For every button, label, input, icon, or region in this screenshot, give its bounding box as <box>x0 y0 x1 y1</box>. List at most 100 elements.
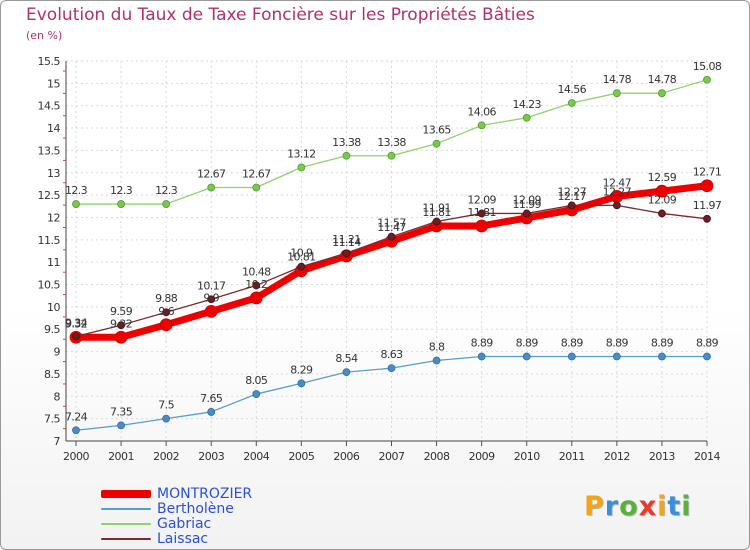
data-label: 13.12 <box>287 147 316 160</box>
data-point <box>297 262 306 271</box>
data-point <box>114 330 128 344</box>
data-label: 14.78 <box>648 73 677 86</box>
y-tick-label: 8.5 <box>44 368 60 381</box>
legend-swatch <box>101 508 151 510</box>
data-point <box>117 321 125 330</box>
logo-letter: t <box>667 491 682 522</box>
data-point <box>207 183 216 192</box>
y-tick-label: 14.5 <box>38 100 61 113</box>
data-label: 12.27 <box>558 185 587 198</box>
data-point <box>207 295 216 304</box>
data-label: 10.17 <box>197 279 226 292</box>
x-tick-label: 2010 <box>514 450 540 463</box>
y-tick-label: 12.5 <box>38 189 61 202</box>
data-label: 12.27 <box>603 185 632 198</box>
data-label: 12.3 <box>110 184 133 197</box>
data-point <box>703 75 711 84</box>
data-label: 10.9 <box>290 247 313 260</box>
logo-letter: o <box>619 491 639 522</box>
data-point <box>522 113 531 122</box>
data-point <box>655 184 669 198</box>
grid <box>66 60 708 442</box>
y-tick-label: 10 <box>47 301 60 314</box>
chart-title: Evolution du Taux de Taxe Foncière sur l… <box>26 5 535 25</box>
data-label: 10.2 <box>245 278 267 291</box>
data-label: 8.89 <box>561 337 584 350</box>
data-point <box>477 209 486 218</box>
data-point <box>703 352 711 361</box>
data-point <box>252 183 261 192</box>
data-point <box>297 379 306 388</box>
data-point <box>658 209 666 218</box>
data-point <box>432 356 441 365</box>
data-point <box>342 249 351 258</box>
data-label: 8.54 <box>335 352 358 365</box>
data-point <box>342 368 351 377</box>
data-labels-laissac: 9.34 9.59 9.88 10.17 10.48 10.9 11.21 11.57 11.9… <box>65 185 722 329</box>
data-point <box>432 139 441 148</box>
data-label: 10.48 <box>242 265 271 278</box>
data-label: 14.56 <box>558 83 587 96</box>
data-point <box>252 281 261 290</box>
data-label: 7.5 <box>158 399 174 412</box>
y-tick-label: 14 <box>47 122 60 135</box>
data-point <box>475 219 489 233</box>
data-label: 11.99 <box>512 198 541 211</box>
data-point <box>249 291 263 305</box>
data-label: 12.09 <box>648 193 677 206</box>
data-label: 9.6 <box>158 305 174 318</box>
data-label: 9.32 <box>65 317 87 330</box>
x-tick-label: 2008 <box>424 450 450 463</box>
data-label: 13.38 <box>332 136 361 149</box>
data-label: 11.81 <box>422 206 451 219</box>
data-label: 12.71 <box>693 166 722 179</box>
data-label: 11.81 <box>467 206 496 219</box>
data-label: 8.63 <box>380 348 403 361</box>
data-point <box>612 201 621 210</box>
data-point <box>477 121 486 130</box>
data-label: 7.24 <box>65 410 88 423</box>
data-point <box>117 200 125 208</box>
data-label: 12.3 <box>65 184 88 197</box>
y-tick-label: 7 <box>54 435 61 448</box>
data-label: 8.89 <box>606 337 629 350</box>
x-tick-label: 2013 <box>649 450 675 463</box>
data-label: 9.88 <box>155 292 178 305</box>
legend-swatch <box>101 523 151 525</box>
y-tick-label: 11.5 <box>38 234 61 247</box>
data-label: 8.89 <box>696 337 719 350</box>
chart-subtitle: (en %) <box>26 29 63 42</box>
data-label: 15.08 <box>693 60 722 73</box>
logo-letter: r <box>604 491 620 522</box>
legend-label: Laissac <box>157 531 209 547</box>
data-point <box>522 209 531 218</box>
data-labels-bertholne: 7.24 7.35 7.5 7.65 8.05 8.29 8.54 8.63 8.8 8.89 8.… <box>65 337 719 424</box>
data-point <box>567 201 576 210</box>
data-label: 9.59 <box>110 305 133 318</box>
data-point <box>159 318 173 332</box>
data-label: 14.23 <box>512 98 541 111</box>
data-point <box>387 364 396 373</box>
data-label: 11.91 <box>422 201 451 214</box>
data-point <box>432 217 441 226</box>
x-tick-label: 2004 <box>243 450 269 463</box>
series-gabriac <box>72 75 711 208</box>
data-label: 10.81 <box>287 251 316 264</box>
x-tick-label: 2009 <box>469 450 495 463</box>
x-tick-label: 2000 <box>63 450 89 463</box>
x-tick-label: 2011 <box>559 450 585 463</box>
data-label: 12.09 <box>467 193 496 206</box>
y-tick-label: 13 <box>47 167 60 180</box>
data-label: 12.3 <box>155 184 178 197</box>
data-label: 11.21 <box>332 233 361 246</box>
data-point <box>477 352 486 361</box>
data-point <box>387 151 396 160</box>
y-tick-label: 7.5 <box>44 413 60 426</box>
x-tick-label: 2002 <box>153 450 179 463</box>
data-label: 13.65 <box>422 124 451 137</box>
y-tick-label: 9 <box>54 346 61 359</box>
x-tick-label: 2006 <box>333 450 359 463</box>
